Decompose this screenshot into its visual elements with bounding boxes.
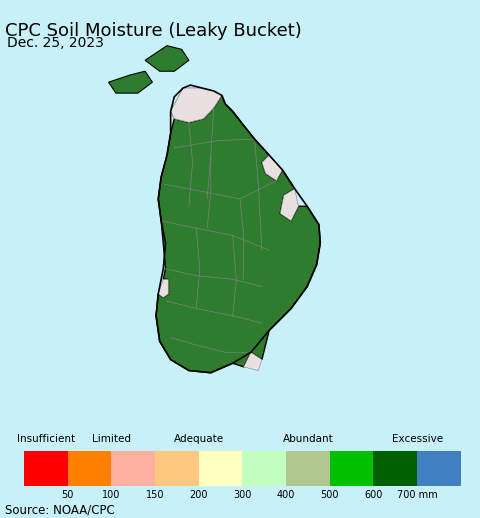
Text: 500: 500 (321, 490, 339, 500)
Text: 700 mm: 700 mm (397, 490, 437, 500)
Text: Abundant: Abundant (283, 434, 333, 444)
Polygon shape (171, 88, 222, 122)
Bar (330, 451, 373, 486)
Text: 50: 50 (61, 490, 74, 500)
Polygon shape (244, 352, 262, 370)
Text: 100: 100 (102, 490, 120, 500)
Polygon shape (156, 95, 320, 373)
Polygon shape (262, 155, 282, 181)
Text: 300: 300 (233, 490, 252, 500)
Text: Limited: Limited (92, 434, 131, 444)
Text: Insufficient: Insufficient (17, 434, 75, 444)
Text: Excessive: Excessive (392, 434, 443, 444)
Bar (242, 451, 286, 486)
Text: Dec. 25, 2023: Dec. 25, 2023 (7, 36, 104, 50)
Text: Source: NOAA/CPC: Source: NOAA/CPC (5, 504, 115, 517)
Bar (24, 451, 68, 486)
Bar (68, 451, 111, 486)
Bar (417, 451, 461, 486)
Text: Adequate: Adequate (174, 434, 224, 444)
Text: 150: 150 (146, 490, 164, 500)
Bar (155, 451, 199, 486)
Bar (373, 451, 417, 486)
Bar (199, 451, 242, 486)
Bar (286, 451, 330, 486)
Text: 400: 400 (277, 490, 295, 500)
Polygon shape (280, 189, 299, 221)
Polygon shape (158, 279, 168, 297)
Polygon shape (171, 88, 222, 122)
Text: CPC Soil Moisture (Leaky Bucket): CPC Soil Moisture (Leaky Bucket) (5, 22, 301, 40)
Bar (111, 451, 155, 486)
Polygon shape (108, 71, 152, 93)
Text: 600: 600 (364, 490, 383, 500)
Text: 200: 200 (190, 490, 208, 500)
Polygon shape (145, 46, 189, 71)
